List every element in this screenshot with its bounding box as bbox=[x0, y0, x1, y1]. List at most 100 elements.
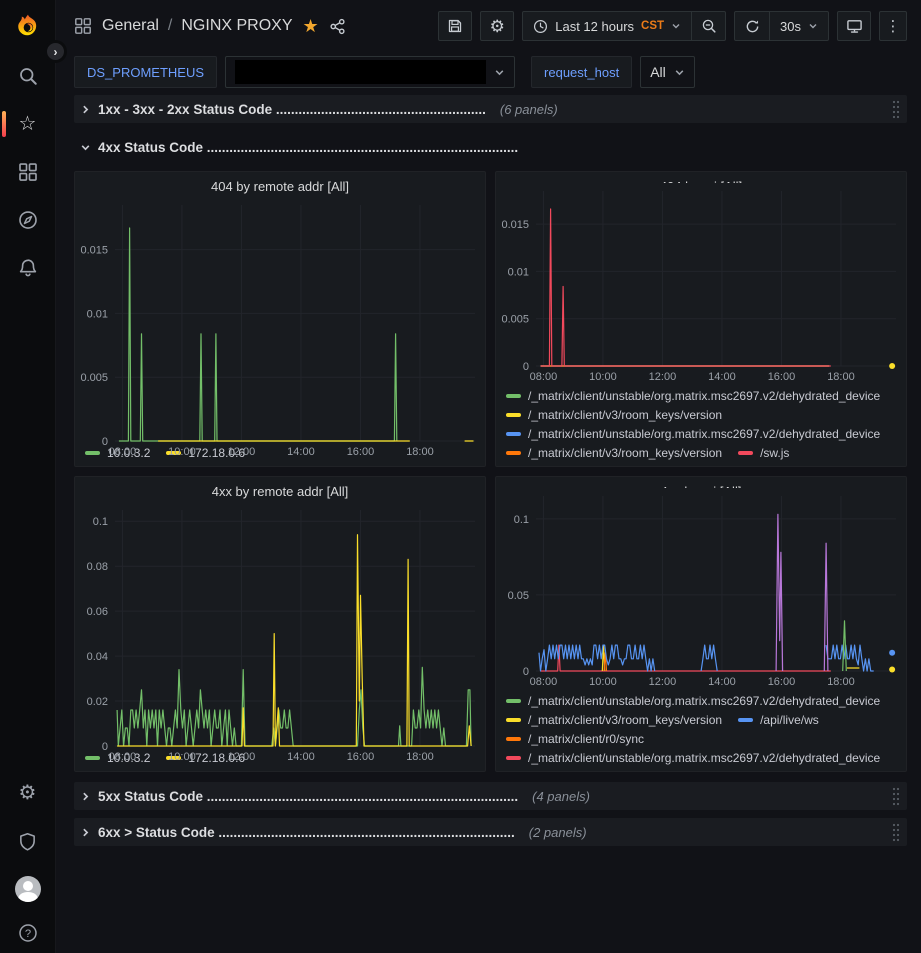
gear-icon: ⚙ bbox=[18, 782, 37, 804]
legend-item[interactable]: 172.18.0.6 bbox=[166, 751, 245, 765]
chart-404-by-uri[interactable]: 08:00 10:00 12:00 14:00 16:00 18:00 0 0.005 0.01… bbox=[496, 183, 906, 385]
sidebar-item-dashboards[interactable] bbox=[0, 148, 56, 196]
panel-title[interactable]: 4xx by remote addr [All] bbox=[211, 484, 349, 499]
row-header-1xx-3xx-2xx[interactable]: 1xx - 3xx - 2xx Status Code ............… bbox=[74, 95, 907, 123]
more-options-button[interactable]: ⋮ bbox=[879, 11, 907, 41]
legend-swatch bbox=[85, 755, 100, 760]
chevron-down-icon bbox=[808, 21, 818, 31]
row-header-6xx[interactable]: 6xx > Status Code ......................… bbox=[74, 818, 907, 846]
sidebar-item-server-admin[interactable] bbox=[0, 817, 56, 865]
legend-swatch bbox=[506, 698, 521, 703]
grafana-logo[interactable] bbox=[0, 0, 56, 52]
sidebar-item-profile[interactable] bbox=[0, 865, 56, 913]
dashboard-settings-button[interactable]: ⚙ bbox=[480, 11, 515, 41]
svg-text:10:00: 10:00 bbox=[168, 446, 196, 458]
legend-item[interactable]: /_matrix/client/unstable/org.matrix.msc2… bbox=[506, 389, 880, 403]
compass-icon bbox=[18, 211, 37, 229]
favorite-star-icon[interactable]: ★ bbox=[302, 16, 319, 36]
breadcrumb: General / NGINX PROXY bbox=[102, 17, 293, 35]
sidebar-expand-button[interactable]: › bbox=[44, 40, 67, 63]
active-indicator bbox=[1, 111, 6, 137]
chart-4xx-by-remote-addr[interactable]: 08:00 10:00 12:00 14:00 16:00 18:00 0 0.02 0.04 0… bbox=[75, 502, 485, 763]
row-title: 6xx > Status Code ......................… bbox=[98, 824, 515, 840]
chevron-down-icon bbox=[671, 21, 681, 31]
sidebar-item-configuration[interactable]: ⚙ bbox=[0, 769, 56, 817]
time-range-button[interactable]: Last 12 hours CST bbox=[523, 12, 691, 40]
legend-item[interactable]: /api/live/ws bbox=[738, 713, 819, 727]
shield-icon bbox=[20, 832, 35, 851]
legend-label: /_matrix/client/v3/room_keys/version bbox=[528, 712, 723, 727]
chart-404-by-remote-addr[interactable]: 08:00 10:00 12:00 14:00 16:00 18:00 0 0.005 0.01… bbox=[75, 197, 485, 458]
save-dashboard-button[interactable] bbox=[438, 11, 473, 41]
legend-swatch bbox=[738, 450, 754, 455]
sidebar-item-explore[interactable] bbox=[0, 196, 56, 244]
legend-item[interactable]: /_matrix/client/v3/room_keys/version bbox=[506, 446, 722, 460]
svg-text:12:00: 12:00 bbox=[649, 676, 677, 688]
zoom-out-time-button[interactable] bbox=[691, 12, 725, 40]
tv-mode-button[interactable] bbox=[837, 11, 871, 41]
legend-label: /_matrix/client/v3/room_keys/version bbox=[528, 407, 723, 422]
row-drag-handle[interactable] bbox=[891, 99, 901, 119]
row-drag-handle[interactable] bbox=[891, 822, 901, 842]
svg-text:16:00: 16:00 bbox=[347, 446, 375, 458]
chart-legend: 10.0.3.2 172.18.0.6 bbox=[75, 442, 485, 466]
refresh-icon bbox=[746, 20, 758, 32]
refresh-button[interactable] bbox=[735, 12, 769, 40]
legend-swatch bbox=[506, 717, 521, 722]
panel-title[interactable]: 404 by uri [All] bbox=[496, 172, 906, 183]
share-icon[interactable] bbox=[329, 18, 346, 35]
legend-label: /_matrix/client/r0/sync bbox=[528, 731, 645, 746]
chevron-down-icon bbox=[674, 67, 685, 78]
legend-item[interactable]: 10.0.3.2 bbox=[85, 446, 150, 460]
legend-item[interactable]: /sw.js bbox=[738, 446, 789, 460]
legend-item[interactable]: /_matrix/client/unstable/org.matrix.msc2… bbox=[506, 751, 880, 765]
legend-swatch bbox=[506, 450, 521, 455]
legend-row: /_matrix/client/unstable/org.matrix.msc2… bbox=[506, 424, 896, 443]
row-panel-count: (6 panels) bbox=[499, 101, 558, 117]
svg-text:10:00: 10:00 bbox=[589, 676, 617, 688]
svg-text:0: 0 bbox=[102, 436, 108, 448]
chart-4xx-by-uri[interactable]: 08:00 10:00 12:00 14:00 16:00 18:00 0 0.05 0.1 bbox=[496, 488, 906, 690]
svg-text:0.08: 0.08 bbox=[87, 561, 108, 573]
kebab-menu-icon: ⋮ bbox=[885, 17, 901, 35]
row-header-5xx[interactable]: 5xx Status Code ........................… bbox=[74, 782, 907, 810]
legend-label: /api/live/ws bbox=[760, 712, 819, 727]
legend-item[interactable]: 172.18.0.6 bbox=[166, 446, 245, 460]
legend-item[interactable]: 10.0.3.2 bbox=[85, 751, 150, 765]
svg-text:10:00: 10:00 bbox=[168, 751, 196, 763]
legend-row: /_matrix/client/v3/room_keys/version bbox=[506, 405, 896, 424]
dashboards-grid-icon bbox=[18, 163, 37, 181]
svg-text:0.06: 0.06 bbox=[87, 606, 108, 618]
legend-label: /_matrix/client/unstable/org.matrix.msc2… bbox=[528, 750, 881, 765]
sidebar-item-search[interactable] bbox=[0, 52, 56, 100]
row-header-4xx[interactable]: 4xx Status Code ........................… bbox=[74, 133, 907, 161]
panels-row-top: 404 by remote addr [All] 08:00 10:00 12:00… bbox=[74, 171, 907, 772]
svg-text:12:00: 12:00 bbox=[228, 446, 256, 458]
svg-text:16:00: 16:00 bbox=[768, 676, 796, 688]
panel-title[interactable]: 404 by remote addr [All] bbox=[210, 179, 350, 194]
sidebar-item-alerting[interactable] bbox=[0, 244, 56, 292]
breadcrumb-folder[interactable]: General bbox=[102, 17, 159, 34]
legend-row: /_matrix/client/unstable/org.matrix.msc2… bbox=[506, 748, 896, 767]
legend-item[interactable]: /_matrix/client/v3/room_keys/version bbox=[506, 408, 722, 422]
chevron-down-icon bbox=[80, 142, 91, 153]
svg-text:08:00: 08:00 bbox=[530, 676, 558, 688]
legend-item[interactable]: /_matrix/client/unstable/org.matrix.msc2… bbox=[506, 427, 880, 441]
row-title: 1xx - 3xx - 2xx Status Code ............… bbox=[98, 101, 486, 117]
row-drag-handle[interactable] bbox=[891, 786, 901, 806]
legend-item[interactable]: /_matrix/client/unstable/org.matrix.msc2… bbox=[506, 694, 880, 708]
sidebar-item-starred[interactable]: ☆ bbox=[0, 100, 56, 148]
sidebar-item-help[interactable]: ? bbox=[0, 913, 56, 953]
refresh-interval-dropdown[interactable]: 30s bbox=[769, 12, 828, 40]
variable-dropdown-request-host[interactable]: All bbox=[640, 56, 695, 88]
grafana-flame-icon bbox=[17, 14, 36, 36]
svg-text:18:00: 18:00 bbox=[827, 371, 855, 383]
svg-text:12:00: 12:00 bbox=[228, 751, 256, 763]
panel-title[interactable]: 4xx by uri [All] bbox=[496, 477, 906, 488]
svg-text:?: ? bbox=[24, 928, 30, 940]
legend-item[interactable]: /_matrix/client/r0/sync bbox=[506, 732, 644, 746]
legend-item[interactable]: /_matrix/client/v3/room_keys/version bbox=[506, 713, 722, 727]
variable-dropdown-ds-prometheus[interactable] bbox=[225, 56, 516, 88]
svg-text:08:00: 08:00 bbox=[530, 371, 558, 383]
chart-legend: 10.0.3.2 172.18.0.6 bbox=[75, 747, 485, 771]
